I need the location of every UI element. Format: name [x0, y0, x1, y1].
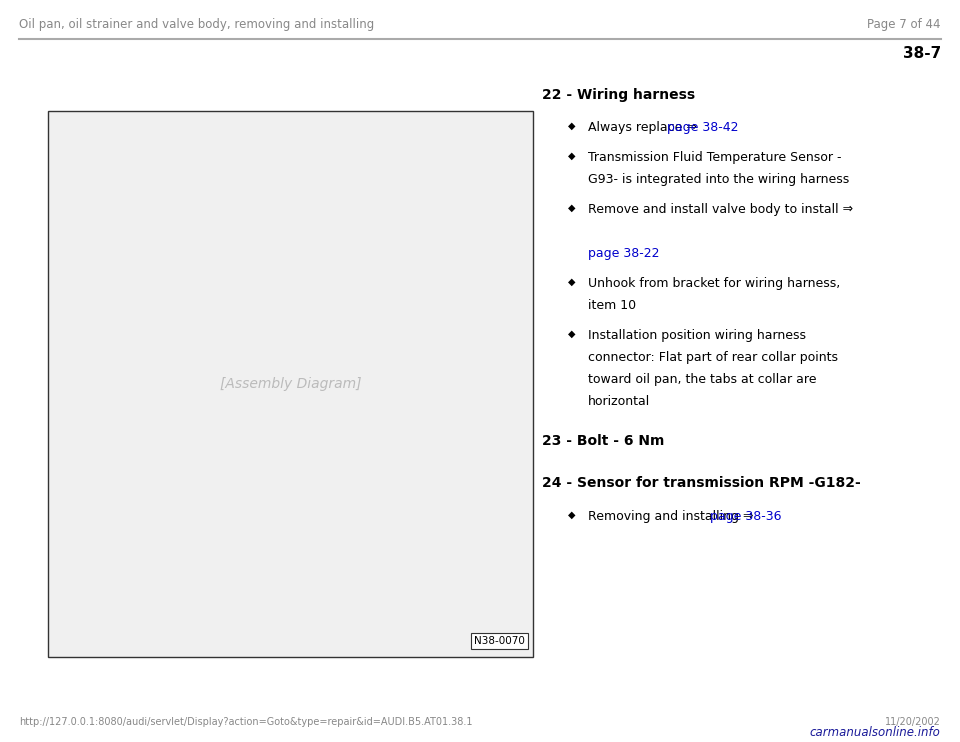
Bar	[48, 111, 533, 657]
Text: horizontal: horizontal	[588, 395, 650, 409]
Text: 11/20/2002: 11/20/2002	[885, 718, 941, 727]
Text: ◆: ◆	[568, 329, 576, 338]
Text: http://127.0.0.1:8080/audi/servlet/Display?action=Goto&type=repair&id=AUDI.B5.AT: http://127.0.0.1:8080/audi/servlet/Displ…	[19, 718, 472, 727]
Text: 24 - Sensor for transmission RPM -G182-: 24 - Sensor for transmission RPM -G182-	[542, 476, 861, 490]
Text: ◆: ◆	[568, 203, 576, 212]
Text: carmanualsonline.info: carmanualsonline.info	[810, 726, 941, 739]
Text: Unhook from bracket for wiring harness,: Unhook from bracket for wiring harness,	[588, 277, 840, 290]
Text: G93- is integrated into the wiring harness: G93- is integrated into the wiring harne…	[588, 173, 849, 186]
Text: ◆: ◆	[568, 277, 576, 286]
Text: 22 - Wiring harness: 22 - Wiring harness	[542, 88, 696, 102]
Text: page 38-42: page 38-42	[667, 121, 739, 134]
Text: Transmission Fluid Temperature Sensor -: Transmission Fluid Temperature Sensor -	[588, 151, 841, 164]
Text: item 10: item 10	[588, 299, 636, 312]
Text: Remove and install valve body to install ⇒: Remove and install valve body to install…	[588, 203, 852, 216]
Text: page 38-22: page 38-22	[588, 247, 659, 260]
Text: page 38-36: page 38-36	[709, 510, 781, 523]
Text: [Assembly Diagram]: [Assembly Diagram]	[220, 377, 361, 391]
Text: toward oil pan, the tabs at collar are: toward oil pan, the tabs at collar are	[588, 373, 816, 387]
Text: Page 7 of 44: Page 7 of 44	[867, 18, 941, 31]
Text: Always replace ⇒: Always replace ⇒	[588, 121, 701, 134]
Text: Oil pan, oil strainer and valve body, removing and installing: Oil pan, oil strainer and valve body, re…	[19, 18, 374, 31]
Text: connector: Flat part of rear collar points: connector: Flat part of rear collar poin…	[588, 351, 837, 364]
Text: ◆: ◆	[568, 121, 576, 131]
Text: N38-0070: N38-0070	[474, 637, 525, 646]
Text: 23 - Bolt - 6 Nm: 23 - Bolt - 6 Nm	[542, 434, 664, 448]
Text: 38-7: 38-7	[902, 46, 941, 61]
Text: Installation position wiring harness: Installation position wiring harness	[588, 329, 805, 342]
Text: ◆: ◆	[568, 510, 576, 519]
Text: Removing and installing ⇒: Removing and installing ⇒	[588, 510, 757, 523]
Text: ◆: ◆	[568, 151, 576, 160]
